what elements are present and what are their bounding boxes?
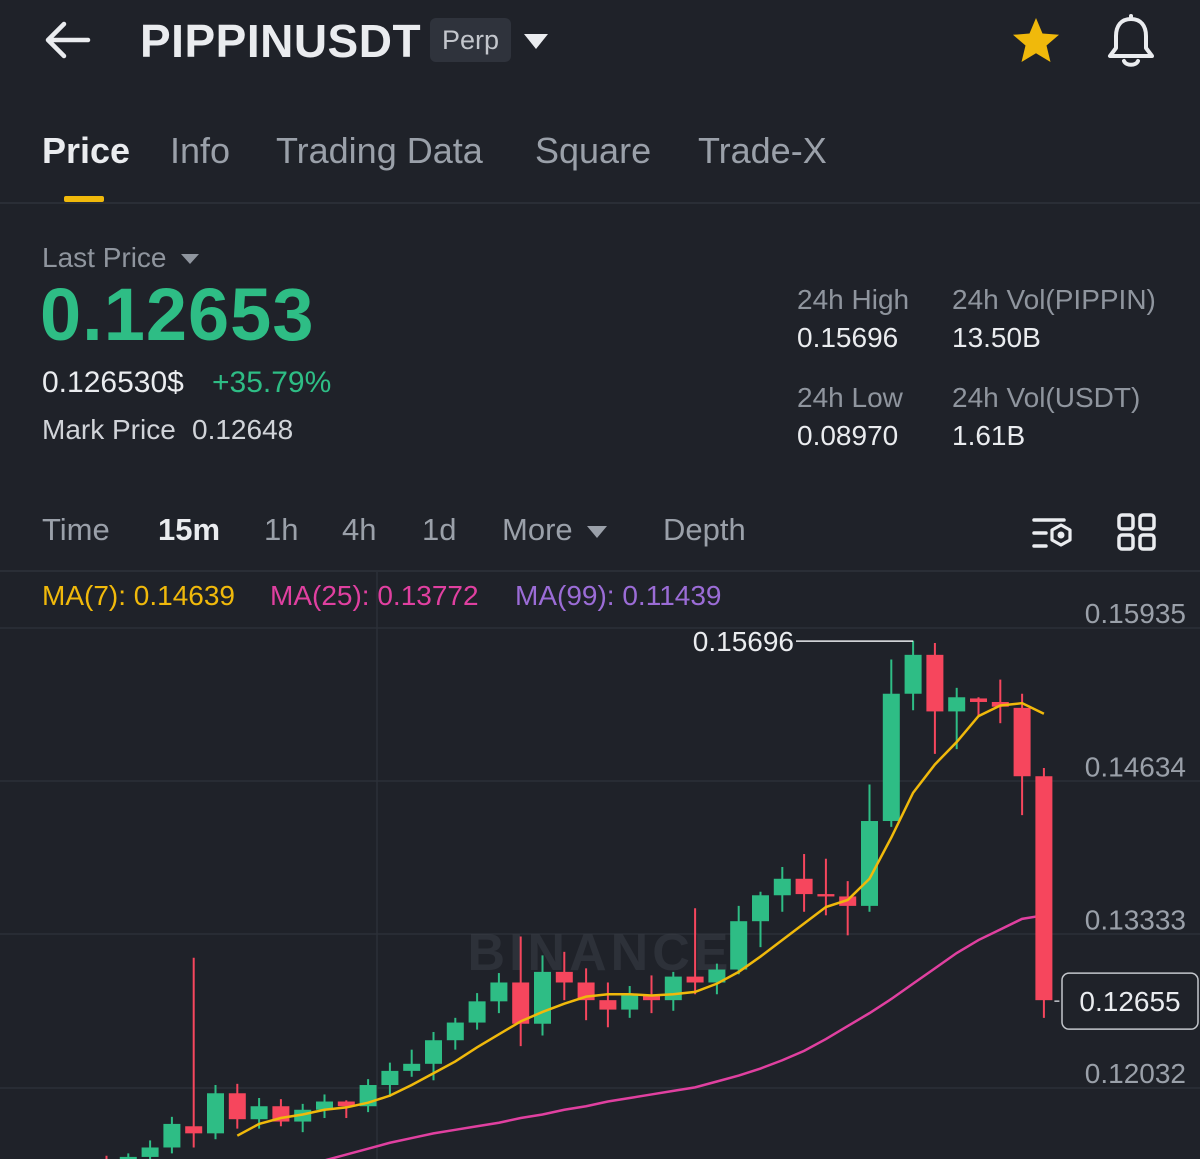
candle-body [490, 982, 508, 1002]
last-price-value: 0.12653 [40, 273, 315, 356]
active-tab-indicator [64, 196, 104, 202]
ma99-legend: MA(99): 0.11439 [515, 580, 722, 611]
candle-body [381, 1070, 399, 1086]
candle-body [555, 971, 573, 983]
ma25-legend: MA(25): 0.13772 [270, 580, 479, 611]
candle-body [730, 921, 748, 970]
price-change-percent: +35.79% [212, 366, 332, 399]
candle-body [621, 995, 639, 1010]
interval-15m[interactable]: 15m [158, 512, 221, 547]
usd-price: 0.126530$ [42, 366, 184, 399]
tab-square[interactable]: Square [535, 130, 652, 171]
current-price-tag-label: 0.12655 [1079, 986, 1180, 1017]
candle-body [534, 971, 551, 1024]
candle-body [250, 1106, 268, 1120]
bell-icon[interactable] [1104, 14, 1158, 70]
chevron-down-icon[interactable] [522, 30, 550, 52]
caret-down-icon[interactable] [180, 252, 200, 266]
candle-body [1035, 776, 1053, 1001]
candle-body [119, 1156, 137, 1159]
interval-1d[interactable]: 1d [422, 512, 457, 547]
ma7-line [236, 701, 1045, 1137]
perp-badge: Perp [430, 18, 512, 62]
tab-price[interactable]: Price [42, 130, 131, 171]
chart-divider [0, 570, 1200, 572]
candle-body [795, 878, 813, 895]
candle-body [207, 1093, 224, 1134]
candle-body [512, 982, 530, 1024]
candle-body [708, 969, 726, 983]
high-marker-label: 0.15696 [693, 626, 794, 657]
y-axis-tick-label: 0.14634 [1085, 751, 1186, 782]
stat-vol-base-value: 13.50B [952, 322, 1041, 353]
ma25-line [325, 914, 1045, 1159]
grid-layout-icon[interactable] [1116, 512, 1158, 552]
candle-body [403, 1063, 421, 1071]
ma7-legend: MA(7): 0.14639 [42, 580, 235, 611]
candle-body [817, 894, 835, 897]
price-chart[interactable]: BINANCE 0.15935 0.14634 0.13333 0.12032 0.156… [0, 572, 1200, 1159]
stat-vol-quote-label: 24h Vol(USDT) [952, 382, 1141, 413]
candle-body [752, 895, 769, 922]
candle-body [425, 1040, 442, 1064]
candle-body [686, 976, 704, 983]
more-caret-icon[interactable] [586, 524, 608, 540]
back-arrow-icon[interactable] [40, 18, 96, 62]
candle-body [643, 995, 660, 1001]
candle-body [185, 1126, 203, 1134]
star-icon[interactable] [1010, 16, 1062, 66]
tab-trading-data[interactable]: Trading Data [276, 130, 483, 171]
candle-body [664, 976, 682, 1001]
candle-body [599, 1000, 617, 1010]
y-axis-tick-label: 0.15935 [1085, 598, 1186, 629]
stat-high-label: 24h High [797, 284, 910, 315]
candle-body [163, 1123, 181, 1148]
stat-high-value: 0.15696 [797, 322, 899, 353]
tab-info[interactable]: Info [170, 130, 231, 171]
candle-body [446, 1022, 464, 1041]
candle-body [316, 1101, 333, 1110]
candle-body [1013, 707, 1031, 777]
interval-1h[interactable]: 1h [264, 512, 299, 547]
mark-price-value: 0.12648 [192, 414, 294, 445]
candle-body [228, 1093, 246, 1120]
tab-trade-x[interactable]: Trade-X [698, 130, 827, 171]
candle-body [141, 1147, 159, 1157]
candle-body [882, 693, 900, 822]
candle-body [970, 698, 987, 702]
interval-4h[interactable]: 4h [342, 512, 377, 547]
candle-body [861, 821, 878, 906]
current-price-tag [1061, 972, 1199, 1030]
stat-low-label: 24h Low [797, 382, 903, 413]
candle-body [468, 1001, 486, 1023]
tab-divider [0, 202, 1200, 204]
y-axis-tick-label: 0.12032 [1085, 1058, 1186, 1089]
candle-body [904, 654, 922, 694]
stat-vol-base-label: 24h Vol(PIPPIN) [952, 284, 1156, 315]
stat-vol-quote-value: 1.61B [952, 420, 1026, 451]
interval-depth[interactable]: Depth [663, 512, 746, 547]
binance-watermark: BINANCE [468, 924, 733, 982]
chart-settings-icon[interactable] [1030, 512, 1076, 554]
mark-price-label: Mark Price [42, 414, 176, 445]
symbol-title[interactable]: PIPPINUSDT [140, 15, 422, 67]
y-axis-tick-label: 0.13333 [1085, 905, 1186, 936]
interval-more[interactable]: More [502, 512, 573, 547]
candle-body [773, 878, 791, 896]
stat-low-value: 0.08970 [797, 420, 899, 451]
last-price-label[interactable]: Last Price [42, 242, 167, 273]
interval-time[interactable]: Time [42, 512, 110, 547]
candle-body [948, 697, 966, 712]
candle-body [337, 1101, 355, 1107]
candle-body [926, 654, 944, 712]
